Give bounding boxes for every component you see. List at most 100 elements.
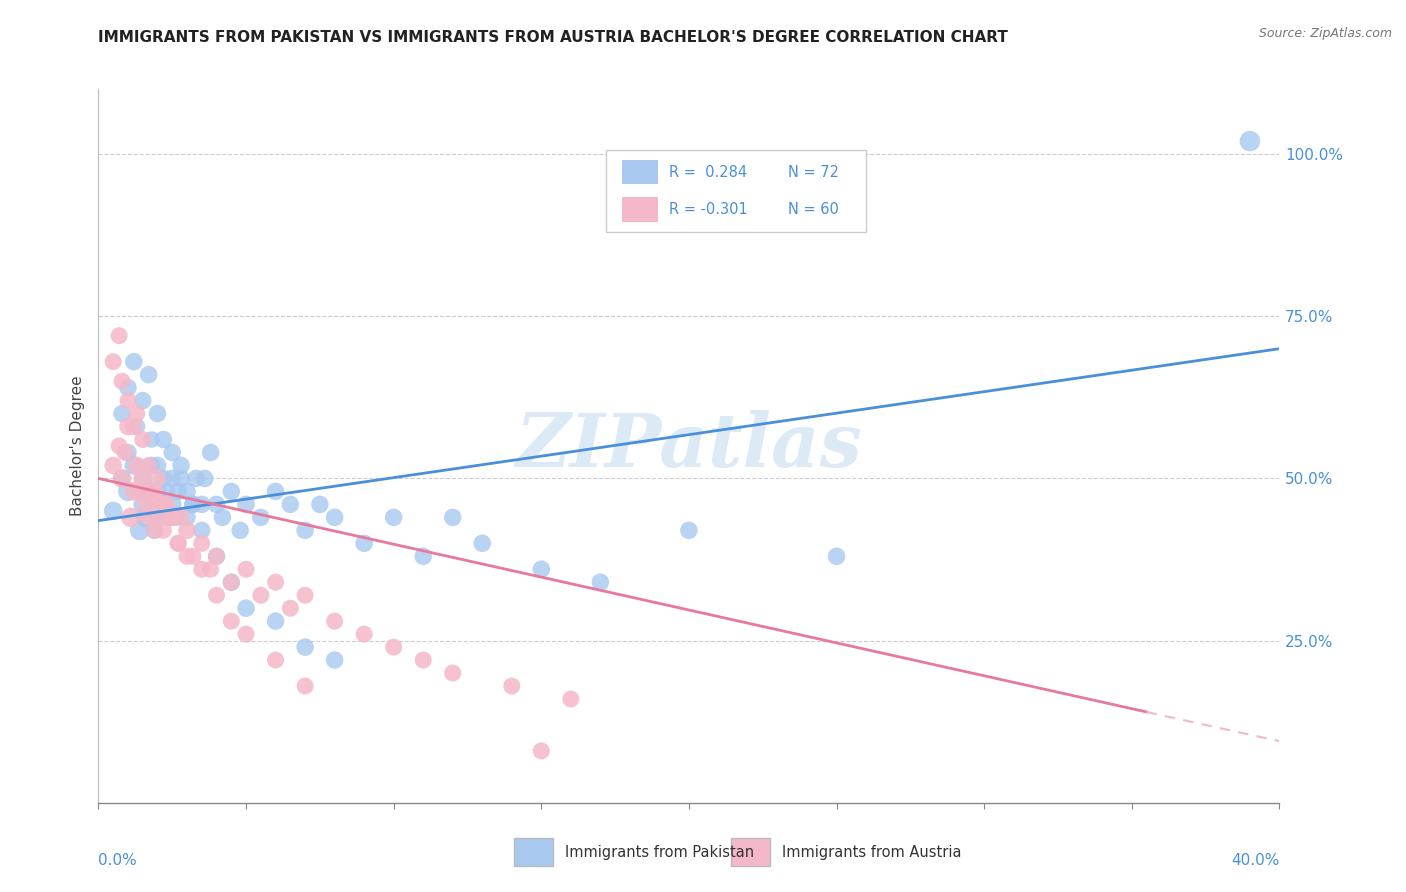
- Point: [250, 510, 273, 524]
- Point: [132, 471, 155, 485]
- Point: [176, 549, 198, 564]
- Point: [143, 484, 166, 499]
- Point: [135, 510, 157, 524]
- Point: [152, 497, 174, 511]
- Point: [176, 524, 198, 538]
- Point: [264, 653, 287, 667]
- Point: [146, 484, 169, 499]
- Text: Immigrants from Pakistan: Immigrants from Pakistan: [565, 845, 755, 860]
- Point: [141, 458, 163, 473]
- Point: [122, 419, 145, 434]
- Text: 40.0%: 40.0%: [1232, 853, 1279, 868]
- Point: [117, 484, 139, 499]
- Point: [122, 484, 145, 499]
- Text: R = -0.301: R = -0.301: [669, 202, 748, 218]
- Point: [1239, 134, 1261, 148]
- Y-axis label: Bachelor's Degree: Bachelor's Degree: [70, 376, 86, 516]
- Point: [152, 497, 174, 511]
- Point: [181, 549, 204, 564]
- Point: [120, 510, 142, 524]
- Point: [205, 497, 228, 511]
- Point: [125, 419, 148, 434]
- Point: [211, 510, 233, 524]
- Point: [152, 433, 174, 447]
- Point: [162, 497, 183, 511]
- Point: [170, 510, 193, 524]
- Text: 0.0%: 0.0%: [98, 853, 138, 868]
- Point: [200, 562, 222, 576]
- Point: [117, 381, 139, 395]
- Point: [128, 524, 150, 538]
- Point: [264, 575, 287, 590]
- Point: [441, 510, 464, 524]
- Point: [441, 666, 464, 681]
- Point: [309, 497, 332, 511]
- Text: N = 60: N = 60: [789, 202, 839, 218]
- Point: [205, 588, 228, 602]
- Text: R =  0.284: R = 0.284: [669, 164, 747, 179]
- Point: [323, 653, 346, 667]
- Point: [146, 504, 169, 518]
- Point: [382, 510, 405, 524]
- Point: [155, 497, 177, 511]
- Point: [219, 575, 242, 590]
- Point: [162, 445, 183, 459]
- Point: [152, 471, 174, 485]
- Point: [264, 614, 287, 628]
- Point: [181, 497, 204, 511]
- Point: [323, 614, 346, 628]
- Point: [146, 407, 169, 421]
- Point: [170, 471, 193, 485]
- Point: [146, 458, 169, 473]
- Point: [162, 510, 183, 524]
- Point: [122, 458, 145, 473]
- Point: [530, 744, 553, 758]
- Point: [191, 524, 214, 538]
- Point: [162, 471, 183, 485]
- Point: [412, 549, 434, 564]
- Point: [825, 549, 848, 564]
- Point: [353, 627, 375, 641]
- Point: [162, 510, 183, 524]
- Point: [135, 497, 157, 511]
- Point: [111, 374, 134, 388]
- Point: [184, 471, 207, 485]
- Point: [103, 354, 125, 368]
- Point: [146, 471, 169, 485]
- Point: [264, 484, 287, 499]
- Text: IMMIGRANTS FROM PAKISTAN VS IMMIGRANTS FROM AUSTRIA BACHELOR'S DEGREE CORRELATIO: IMMIGRANTS FROM PAKISTAN VS IMMIGRANTS F…: [98, 29, 1008, 45]
- Point: [235, 601, 257, 615]
- Point: [191, 536, 214, 550]
- Point: [125, 407, 148, 421]
- Point: [560, 692, 582, 706]
- Point: [149, 510, 172, 524]
- Point: [471, 536, 494, 550]
- Point: [165, 510, 187, 524]
- Point: [229, 524, 252, 538]
- Point: [194, 471, 217, 485]
- Point: [278, 601, 302, 615]
- Point: [157, 510, 180, 524]
- Point: [181, 497, 204, 511]
- Text: Immigrants from Austria: Immigrants from Austria: [782, 845, 962, 860]
- Point: [143, 524, 166, 538]
- Point: [117, 393, 139, 408]
- Point: [219, 614, 242, 628]
- Point: [200, 445, 222, 459]
- Bar: [515, 838, 554, 866]
- Bar: [731, 838, 770, 866]
- Point: [323, 510, 346, 524]
- Point: [141, 433, 163, 447]
- Point: [138, 458, 160, 473]
- Point: [152, 524, 174, 538]
- Point: [353, 536, 375, 550]
- Point: [219, 484, 242, 499]
- Point: [235, 562, 257, 576]
- Point: [294, 640, 316, 654]
- Point: [114, 445, 136, 459]
- Point: [155, 484, 177, 499]
- Point: [125, 458, 148, 473]
- Point: [128, 484, 150, 499]
- Point: [141, 484, 163, 499]
- Point: [103, 504, 125, 518]
